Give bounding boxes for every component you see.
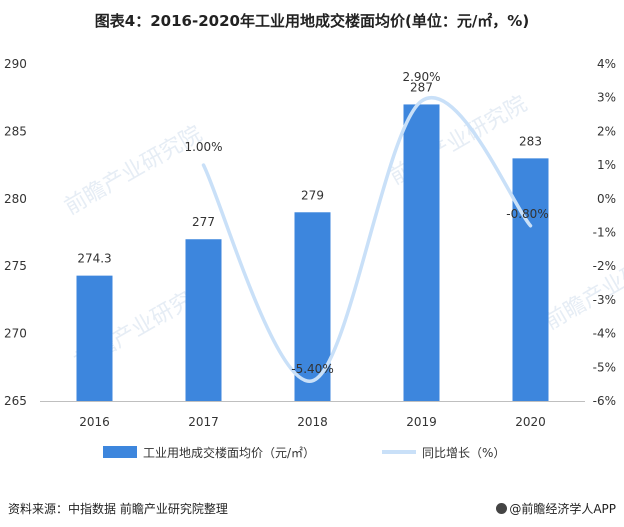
left-axis: 265 270 275 280 285 290 [4, 57, 27, 408]
bar-value-label: 279 [301, 188, 324, 202]
legend-bar-label: 工业用地成交楼面均价（元/㎡） [143, 445, 315, 460]
growth-line [201, 96, 533, 383]
bar-series [76, 104, 549, 401]
legend: 工业用地成交楼面均价（元/㎡） 同比增长（%） [103, 445, 505, 460]
right-tick-label: -6% [593, 394, 616, 408]
growth-value-label: -0.80% [506, 207, 548, 221]
right-tick-label: -2% [593, 259, 616, 273]
bar-value-label: 274.3 [77, 252, 111, 266]
bar-value-label: 283 [519, 134, 542, 148]
left-tick-label: 285 [4, 124, 27, 138]
right-tick-label: 1% [597, 158, 616, 172]
legend-line-label: 同比增长（%） [422, 446, 505, 460]
x-tick-label: 2019 [406, 415, 437, 429]
right-tick-label: -3% [593, 293, 616, 307]
watermark-text: 前瞻产业研究院 [541, 237, 624, 336]
right-axis: -6% -5% -4% -3% -2% -1% 0% 1% 2% 3% 4% [593, 57, 616, 408]
bar-2020 [512, 158, 549, 401]
bar-2019 [403, 104, 440, 401]
growth-value-label: -5.40% [291, 362, 333, 376]
legend-bar-swatch [103, 446, 137, 458]
left-tick-label: 275 [4, 259, 27, 273]
left-tick-label: 290 [4, 57, 27, 71]
bar-value-label: 287 [410, 80, 433, 94]
bar-value-label: 277 [192, 215, 215, 229]
bar-2016 [76, 275, 113, 401]
x-tick-label: 2016 [79, 415, 110, 429]
growth-value-label: 2.90% [402, 70, 440, 84]
line-series [201, 96, 533, 383]
x-tick-label: 2020 [515, 415, 546, 429]
right-tick-label: -4% [593, 327, 616, 341]
chart-title: 图表4：2016-2020年工业用地成交楼面均价(单位：元/㎡，%) [94, 12, 530, 30]
bar-2017 [185, 239, 222, 401]
source-note: 资料来源：中指数据 前瞻产业研究院整理 [8, 502, 228, 516]
left-tick-label: 280 [4, 192, 27, 206]
growth-value-label: 1.00% [184, 140, 222, 154]
x-tick-label: 2018 [297, 415, 328, 429]
brand-icon [496, 503, 508, 514]
right-tick-label: -1% [593, 226, 616, 240]
right-tick-label: 3% [597, 91, 616, 105]
x-tick-label: 2017 [188, 415, 219, 429]
right-tick-label: 2% [597, 124, 616, 138]
right-tick-label: 0% [597, 192, 616, 206]
x-axis: 2016 2017 2018 2019 2020 [40, 401, 585, 429]
left-tick-label: 270 [4, 327, 27, 341]
data-labels: 274.3 277 279 287 283 1.00% -5.40% 2.90% -0.80% [77, 70, 548, 376]
brand-credit: @前瞻经济学人APP [496, 500, 616, 517]
brand-text: @前瞻经济学人APP [509, 502, 616, 516]
left-tick-label: 265 [4, 394, 27, 408]
right-tick-label: -5% [593, 360, 616, 374]
watermark-text: 前瞻产业研究院 [61, 122, 207, 221]
right-tick-label: 4% [597, 57, 616, 71]
